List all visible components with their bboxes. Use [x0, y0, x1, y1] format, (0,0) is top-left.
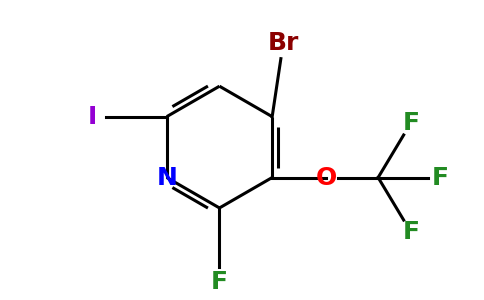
Text: O: O [316, 166, 337, 190]
Text: N: N [156, 166, 177, 190]
Text: F: F [211, 270, 228, 294]
Text: F: F [403, 111, 420, 135]
Text: F: F [403, 220, 420, 244]
Text: F: F [432, 166, 449, 190]
Text: I: I [88, 105, 97, 129]
Text: Br: Br [268, 31, 299, 55]
